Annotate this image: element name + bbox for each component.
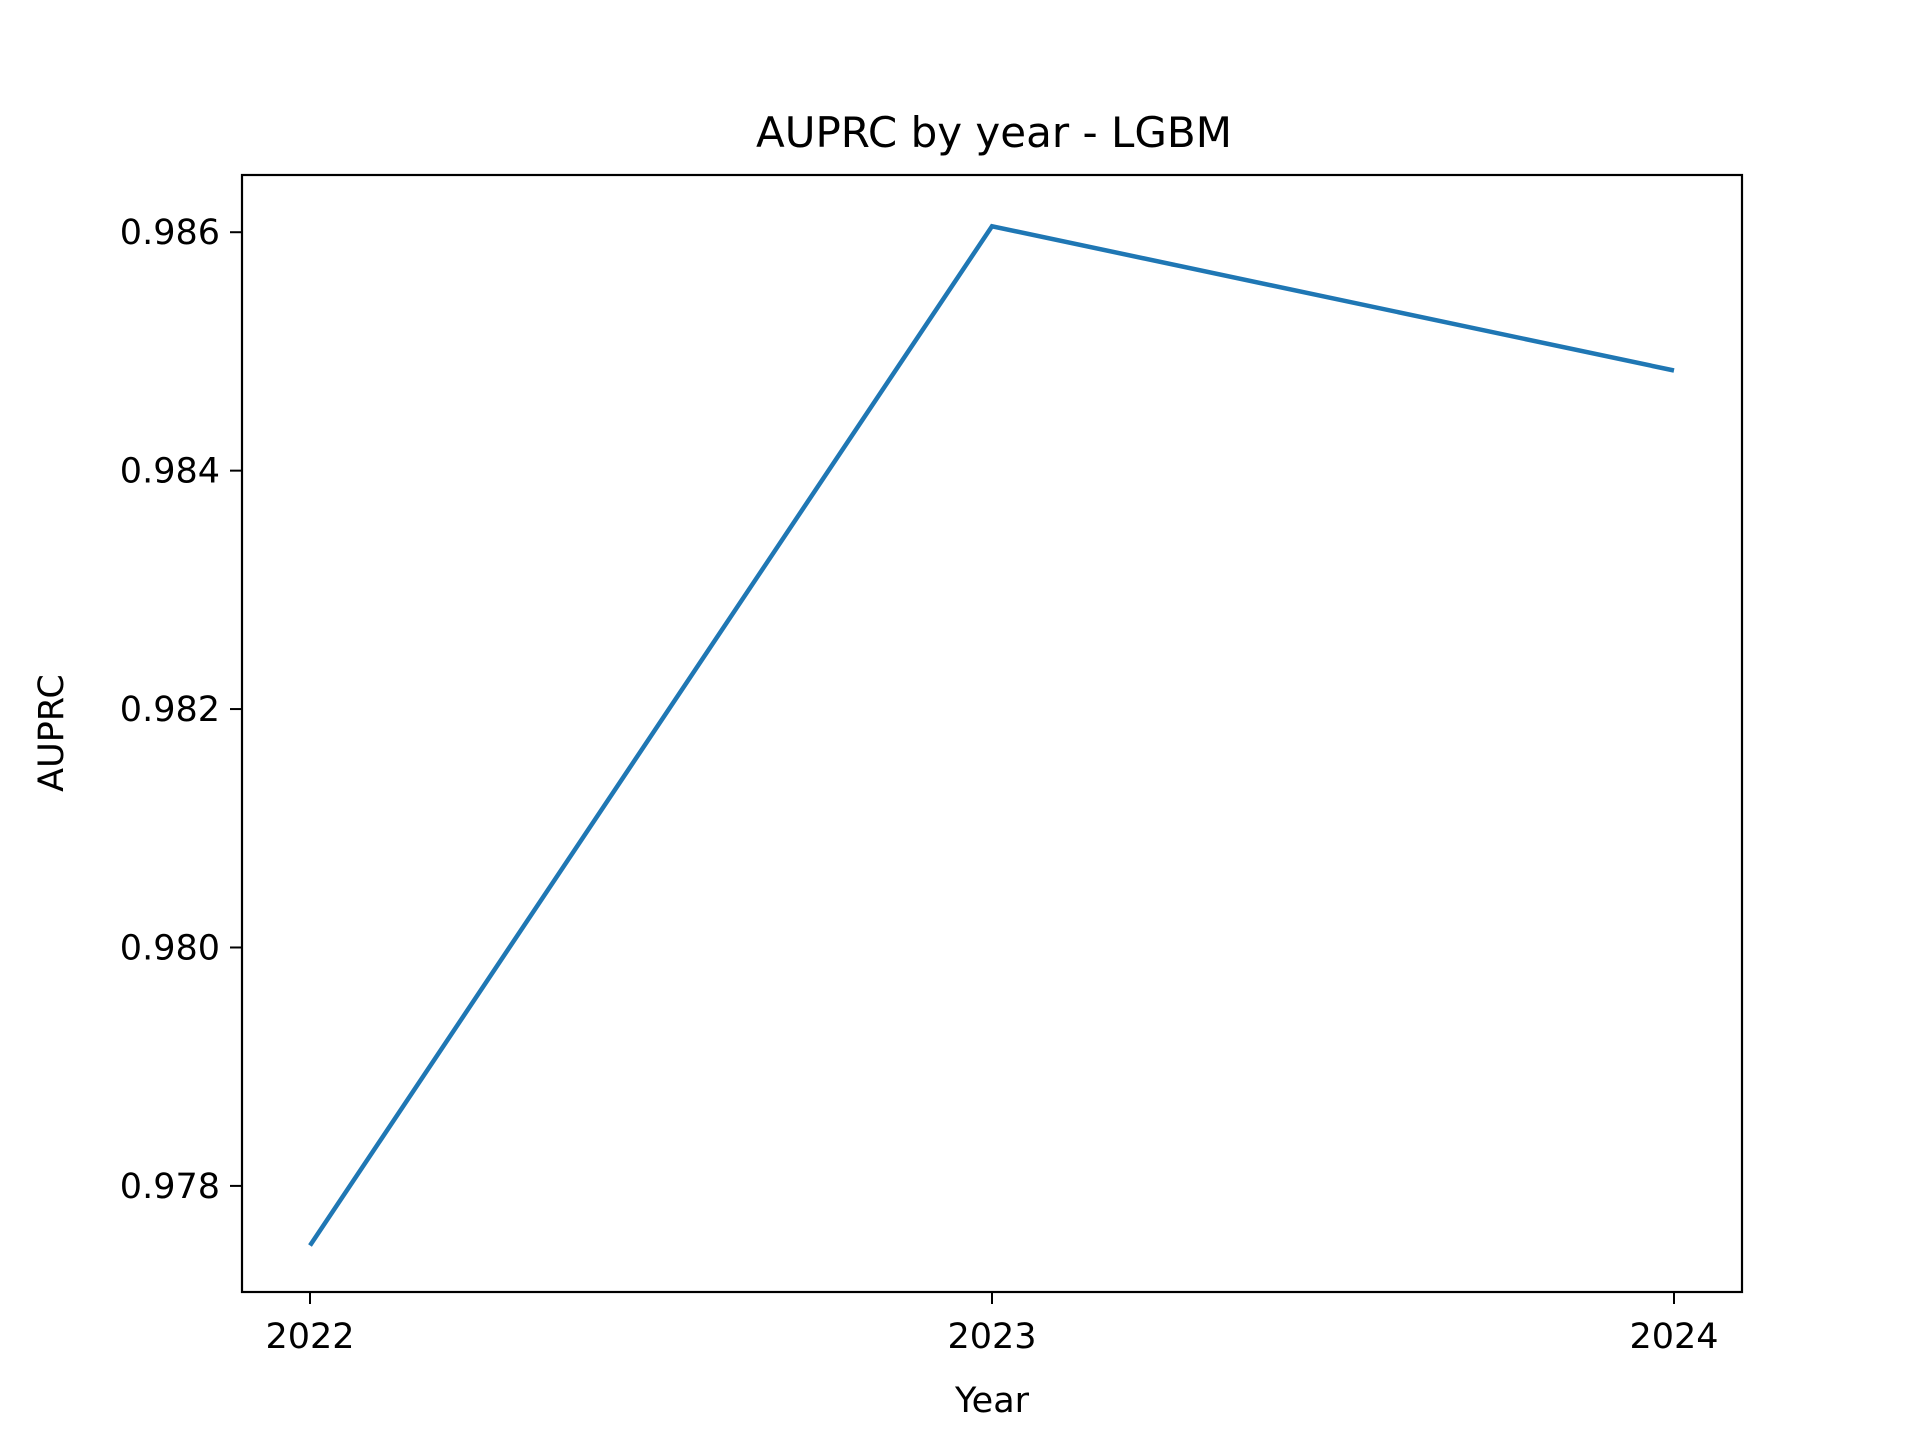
- y-tick-label: 0.978: [120, 1167, 220, 1207]
- y-axis-label: AUPRC: [32, 674, 72, 792]
- y-tick-label: 0.982: [120, 690, 220, 730]
- y-tick-label: 0.984: [120, 452, 220, 492]
- series-line: [308, 223, 1675, 1247]
- plot-area: 2022 2023 2024 0.978 0.980 0.982 0.984 0.986: [120, 213, 1719, 1357]
- plot-frame: [240, 173, 1744, 1294]
- x-axis-label: Year: [954, 1381, 1030, 1421]
- chart-title: AUPRC by year - LGBM: [756, 108, 1232, 157]
- y-tick-label: 0.986: [120, 213, 220, 253]
- x-tick-label: 2022: [265, 1317, 354, 1357]
- x-tick-label: 2024: [1629, 1317, 1718, 1357]
- y-tick-label: 0.980: [120, 928, 220, 968]
- x-tick-label: 2023: [947, 1317, 1036, 1357]
